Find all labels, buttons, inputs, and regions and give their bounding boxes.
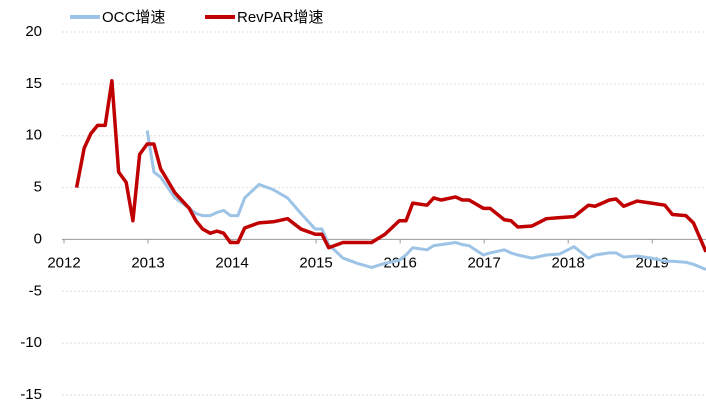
y-tick-label: 0 xyxy=(34,230,42,247)
y-tick-label: -5 xyxy=(29,282,42,299)
x-tick-label: 2016 xyxy=(383,254,416,271)
x-tick-label: 2015 xyxy=(299,254,332,271)
x-tick-label: 2017 xyxy=(467,254,500,271)
x-tick-label: 2013 xyxy=(131,254,164,271)
y-tick-label: -10 xyxy=(20,334,42,351)
y-tick-label: -15 xyxy=(20,386,42,403)
series-line xyxy=(74,78,706,253)
x-tick-label: 2014 xyxy=(215,254,248,271)
y-tick-label: 10 xyxy=(25,127,42,144)
legend-label: RevPAR增速 xyxy=(237,9,323,26)
y-tick-label: 5 xyxy=(34,179,42,196)
x-tick-label: 2018 xyxy=(552,254,585,271)
x-tick-label: 2019 xyxy=(636,254,669,271)
series-line xyxy=(145,130,706,271)
y-tick-label: 15 xyxy=(25,75,42,92)
x-tick-label: 2012 xyxy=(47,254,80,271)
y-tick-label: 20 xyxy=(25,23,42,40)
legend-label: OCC增速 xyxy=(102,9,165,26)
